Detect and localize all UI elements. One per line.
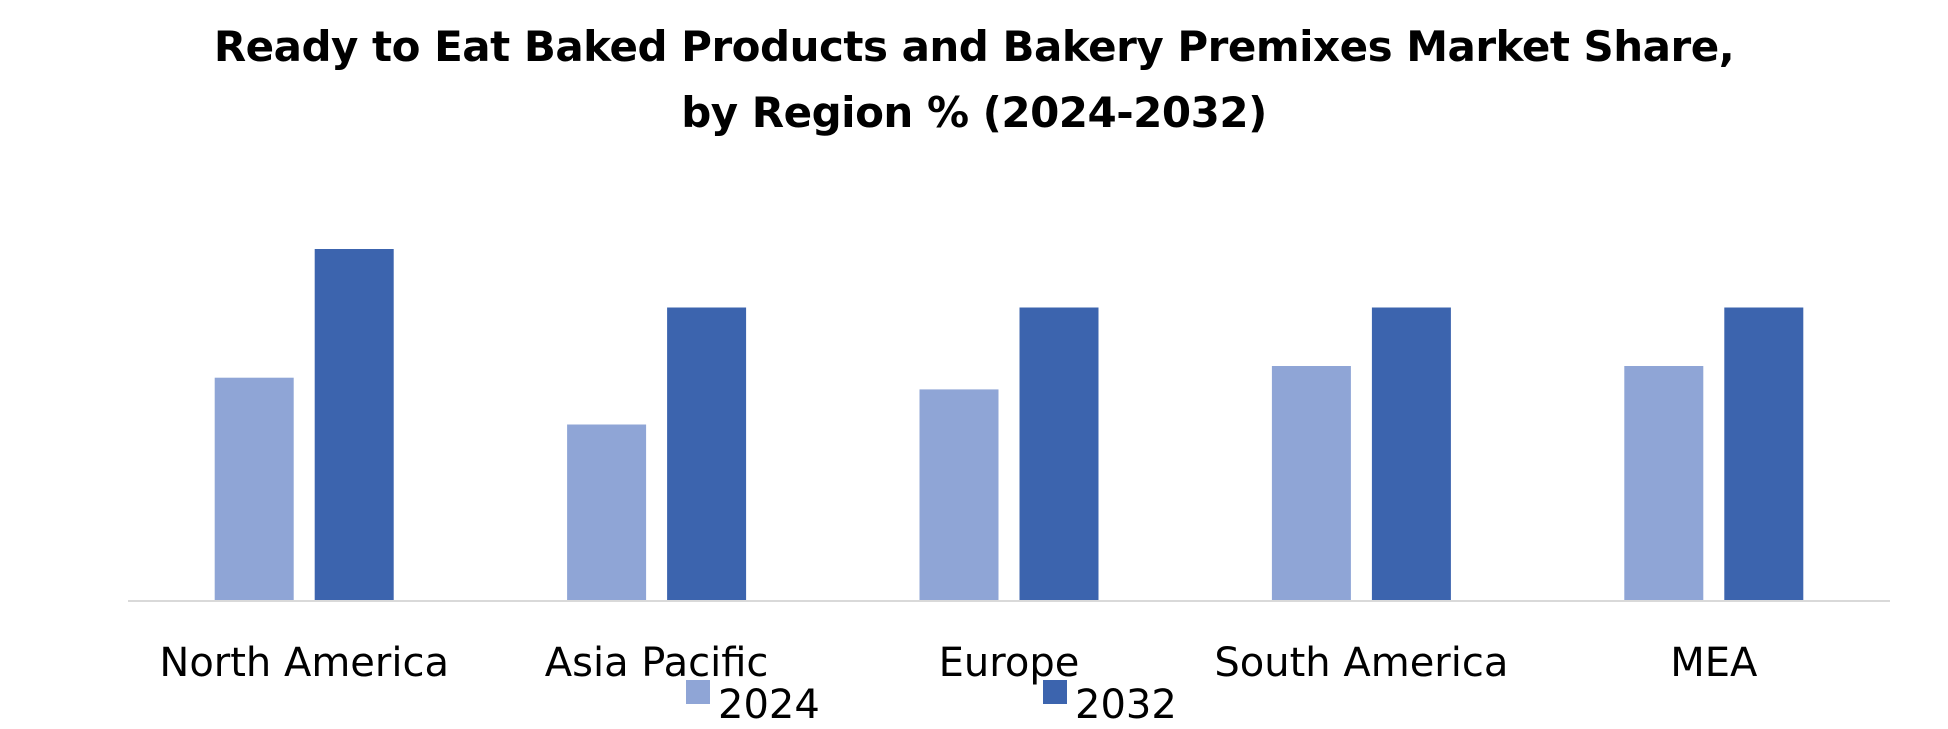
bar-2032-south-america <box>1371 307 1451 600</box>
x-tick-label: Asia Pacific <box>545 640 769 686</box>
bar-2032-europe <box>1019 307 1099 600</box>
legend-swatch-2032 <box>1043 680 1067 704</box>
x-tick-label: MEA <box>1670 640 1758 686</box>
chart-title: Ready to Eat Baked Products and Bakery P… <box>0 14 1948 146</box>
legend-label-2024: 2024 <box>718 682 820 728</box>
chart-title-line-2: by Region % (2024-2032) <box>681 88 1267 137</box>
legend-swatch-2024 <box>686 680 710 704</box>
x-tick-label: Europe <box>939 640 1080 686</box>
bar-2024-europe <box>919 389 999 600</box>
bar-2024-north-america <box>214 377 294 600</box>
x-tick-label: North America <box>159 640 449 686</box>
x-tick-label: South America <box>1214 640 1508 686</box>
chart-title-line-1: Ready to Eat Baked Products and Bakery P… <box>213 22 1735 71</box>
bar-2032-asia-pacific <box>667 307 747 600</box>
bar-2024-asia-pacific <box>567 424 647 600</box>
bar-2024-mea <box>1624 366 1704 600</box>
bar-2032-mea <box>1724 307 1804 600</box>
legend-label-2032: 2032 <box>1075 682 1177 728</box>
bar-2024-south-america <box>1271 366 1351 600</box>
bar-2032-north-america <box>314 249 394 600</box>
